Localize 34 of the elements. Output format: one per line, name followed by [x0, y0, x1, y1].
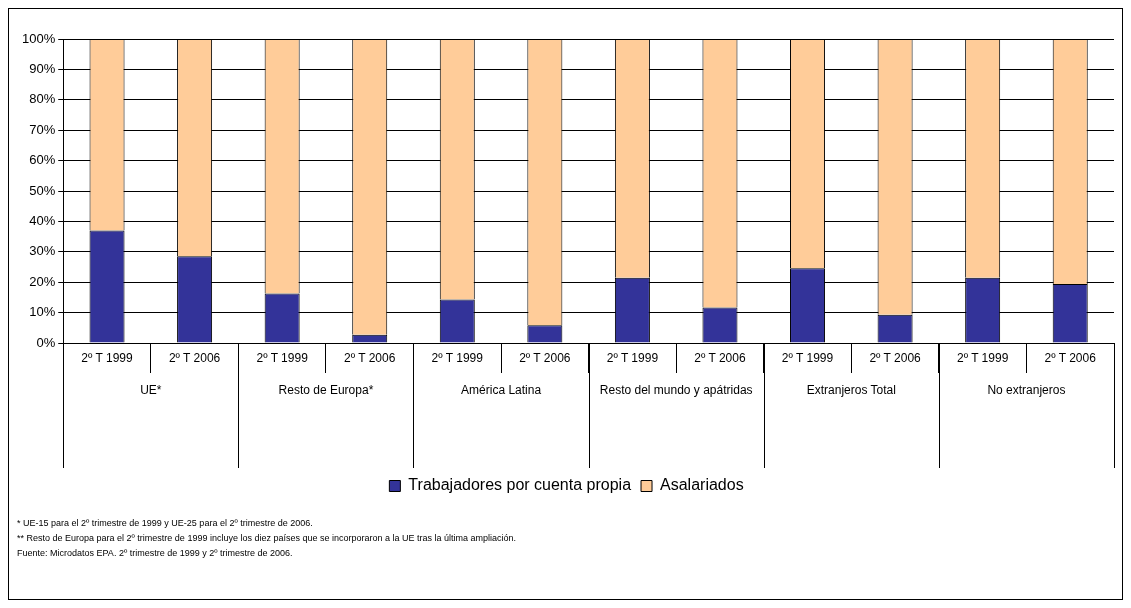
- y-tick-label: 90%: [29, 60, 56, 76]
- text: UE*: [140, 383, 162, 398]
- x-tick-label: 2º T 2006: [344, 350, 396, 365]
- x-tick-label: 2º T 1999: [781, 350, 834, 365]
- y-tick-label: 100%: [22, 30, 56, 46]
- x-tick-label: 2º T 2006: [869, 350, 922, 365]
- x-tick-label: 2º T 1999: [81, 350, 134, 365]
- x-tick-label: 2º T 1999: [256, 350, 309, 365]
- text: Extranjeros Total: [806, 383, 896, 398]
- y-tick-label: 40%: [29, 212, 56, 228]
- y-tick-label: 0%: [36, 334, 56, 350]
- y-tick-label: 70%: [29, 121, 56, 137]
- legend-label: Trabajadores por cuenta propia: [408, 476, 632, 494]
- x-tick-label: 2º T 2006: [1044, 350, 1097, 365]
- text: Resto del mundo y apátridas: [599, 383, 753, 398]
- y-tick-label: 50%: [29, 182, 56, 198]
- x-tick-label: 2º T 1999: [956, 350, 1009, 365]
- source-note: Fuente: Microdatos EPA. 2º trimestre de 1999 y 2º trimestre de 2006.: [17, 547, 294, 560]
- y-tick-label: 30%: [29, 243, 56, 259]
- text: Resto de Europa*: [278, 383, 374, 398]
- x-tick-label: 2º T 1999: [431, 350, 484, 365]
- x-tick-label: 2º T 2006: [168, 350, 221, 365]
- x-tick-label: 2º T 1999: [606, 350, 659, 365]
- x-tick-label: 2º T 2006: [694, 350, 746, 365]
- y-tick-label: 60%: [29, 152, 56, 168]
- x-tick-label: 2º T 2006: [519, 350, 571, 365]
- text: No extranjeros: [987, 383, 1066, 398]
- text: América Latina: [461, 383, 542, 398]
- y-tick-label: 80%: [29, 91, 56, 107]
- text: ** Resto de Europa para el 2º trimestre de 1999 incluye los diez países que se incorporaron a la UE tras la última ampliación.: [17, 532, 518, 545]
- y-tick-label: 10%: [29, 304, 56, 320]
- y-tick-label: 20%: [29, 273, 56, 289]
- text: * UE-15 para el 2º trimestre de 1999 y UE-25 para el 2º trimestre de 2006.: [17, 517, 314, 530]
- legend-label: Asalariados: [660, 476, 744, 494]
